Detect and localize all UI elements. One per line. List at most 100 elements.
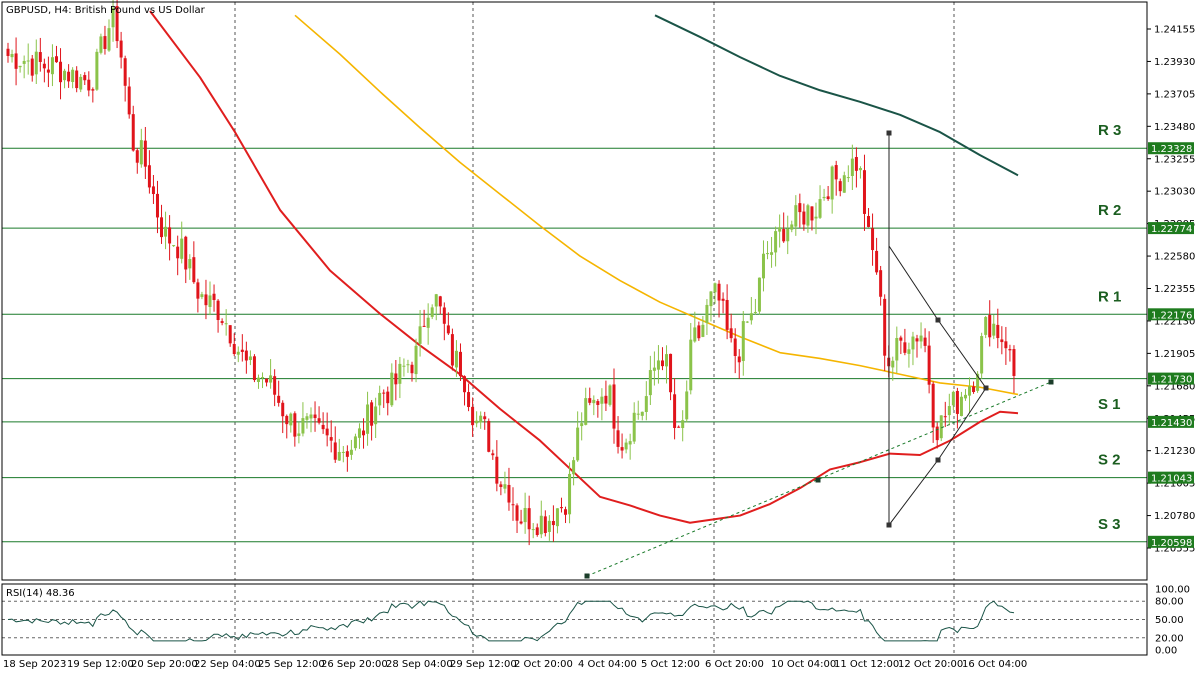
bullish-candle — [741, 321, 745, 362]
bullish-candle — [353, 436, 357, 449]
bullish-candle — [968, 386, 972, 396]
x-axis-label: 12 Oct 20:00 — [898, 659, 963, 670]
trendline-anchor — [815, 477, 821, 483]
bearish-candle — [240, 349, 244, 352]
bullish-candle — [665, 354, 669, 367]
price-level-tag — [1148, 372, 1194, 385]
bearish-candle — [596, 401, 600, 405]
x-axis-label: 18 Sep 2023 — [3, 659, 66, 670]
bullish-candle — [592, 399, 596, 404]
bearish-candle — [345, 451, 349, 457]
bullish-candle — [390, 372, 394, 406]
bullish-candle — [850, 158, 854, 176]
x-axis-label: 19 Sep 12:00 — [67, 659, 134, 670]
bearish-candle — [131, 114, 135, 151]
bearish-candle — [192, 257, 196, 283]
level-name: R 2 — [1098, 202, 1121, 219]
price-level-tag — [1148, 308, 1194, 321]
bullish-candle — [26, 60, 30, 62]
bullish-candle — [766, 253, 770, 255]
bearish-candle — [483, 416, 487, 420]
bullish-candle — [63, 70, 67, 81]
bearish-candle — [123, 58, 127, 86]
bearish-candle — [507, 484, 511, 503]
bullish-candle — [378, 392, 382, 406]
bullish-candle — [200, 294, 204, 298]
bearish-candle — [293, 413, 297, 437]
y-axis-tick-label: 1.24155 — [1154, 25, 1195, 36]
price-level-tag — [1148, 415, 1194, 428]
bearish-candle — [135, 150, 139, 163]
bullish-candle — [814, 216, 818, 219]
bearish-candle — [325, 428, 329, 436]
y-axis-tick-label: 1.22130 — [1154, 316, 1195, 327]
bearish-candle — [38, 52, 42, 62]
price-level-tag-label: 1.20598 — [1151, 538, 1192, 549]
bullish-candle — [628, 441, 632, 445]
bullish-candle — [907, 349, 911, 354]
bearish-candle — [59, 61, 63, 83]
bullish-candle — [398, 363, 402, 384]
bullish-candle — [289, 413, 293, 426]
rsi-pane-frame — [1, 583, 1148, 656]
bullish-candle — [713, 283, 717, 293]
bearish-candle — [883, 298, 887, 356]
bullish-candle — [547, 520, 551, 532]
bearish-candle — [91, 89, 95, 91]
bearish-candle — [491, 453, 495, 456]
bullish-candle — [753, 311, 757, 313]
harmonic-pattern — [888, 133, 987, 527]
bearish-candle — [511, 504, 515, 506]
bearish-candle — [450, 334, 454, 366]
bullish-candle — [911, 336, 915, 350]
bearish-candle — [802, 211, 806, 225]
bearish-candle — [176, 246, 180, 259]
bullish-candle — [951, 391, 955, 406]
bearish-candle — [867, 216, 871, 227]
bullish-candle — [18, 65, 22, 68]
bearish-candle — [871, 228, 875, 251]
bearish-candle — [996, 324, 1000, 339]
bearish-candle — [87, 79, 91, 91]
bullish-candle — [652, 367, 656, 371]
bullish-candle — [656, 360, 660, 370]
candles-layer — [6, 0, 1016, 546]
bullish-candle — [963, 394, 967, 399]
bullish-candle — [822, 196, 826, 199]
bullish-candle — [208, 295, 212, 307]
rsi-title: RSI(14) 48.36 — [6, 588, 75, 599]
pattern-anchor — [935, 317, 941, 323]
bullish-candle — [261, 377, 265, 379]
bullish-candle — [180, 238, 184, 259]
bullish-candle — [693, 327, 697, 342]
bearish-candle — [317, 418, 321, 423]
bullish-candle — [309, 414, 313, 419]
bullish-candle — [580, 423, 584, 427]
y-axis-tick-label: 1.22580 — [1154, 252, 1195, 263]
price-level-tag — [1148, 535, 1194, 548]
x-axis-label: 29 Sep 12:00 — [450, 659, 517, 670]
bullish-candle — [188, 259, 192, 269]
y-axis-tick-label: 1.23030 — [1154, 187, 1195, 198]
bearish-candle — [30, 58, 34, 76]
trendline-anchor — [584, 573, 590, 579]
rsi-line — [7, 600, 1015, 642]
bearish-candle — [244, 350, 248, 361]
chart-symbol-title: GBPUSD, H4: British Pound vs US Dollar — [6, 5, 206, 16]
price-level-tag-label: 1.21430 — [1151, 418, 1192, 429]
bearish-candle — [955, 390, 959, 414]
bearish-candle — [943, 416, 947, 418]
bearish-candle — [155, 193, 159, 218]
bullish-candle — [830, 166, 834, 200]
bearish-candle — [543, 516, 547, 534]
bearish-candle — [6, 48, 10, 56]
x-axis-label: 10 Oct 04:00 — [771, 659, 836, 670]
bearish-candle — [458, 351, 462, 377]
bullish-candle — [846, 177, 850, 179]
price-level-tag-label: 1.21730 — [1151, 375, 1192, 386]
bullish-candle — [341, 451, 345, 453]
bullish-candle — [414, 345, 418, 375]
bullish-candle — [806, 205, 810, 226]
